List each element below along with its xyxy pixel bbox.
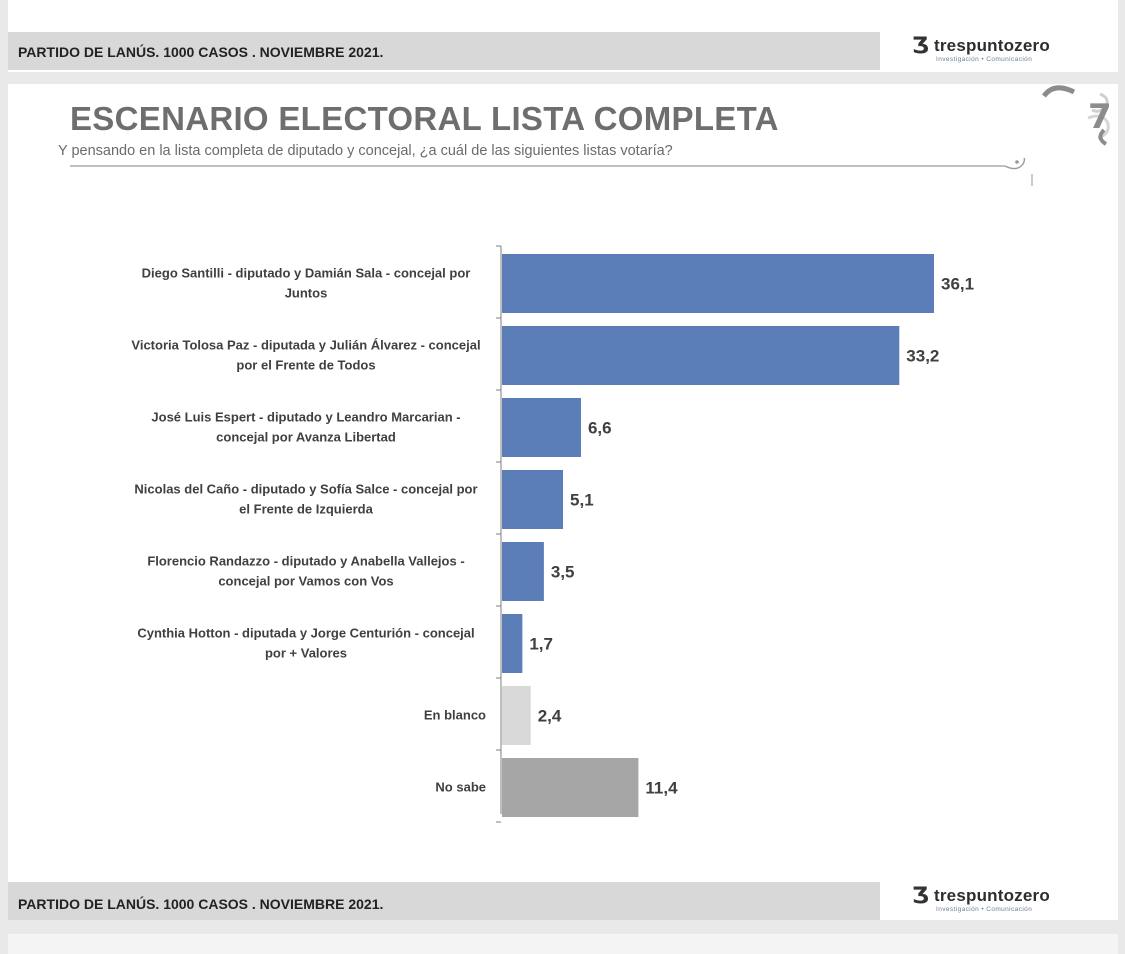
value-label-1: 33,2: [906, 347, 939, 366]
logo-name: trespuntozero: [934, 36, 1050, 55]
slide-subtitle: Y pensando en la lista completa de diput…: [58, 143, 673, 159]
category-label-line: En blanco: [424, 708, 486, 723]
bar-3: [502, 470, 564, 529]
category-label-0: Diego Santilli - diputado y Damián Sala …: [142, 266, 471, 301]
bar-1: [502, 326, 900, 385]
category-label-line: Florencio Randazzo - diputado y Anabella…: [147, 554, 464, 569]
svg-text:7: 7: [1088, 97, 1112, 137]
category-label-7: No sabe: [435, 780, 486, 795]
value-label-0: 36,1: [941, 275, 974, 294]
category-label-3: Nicolas del Caño - diputado y Sofía Salc…: [134, 482, 477, 517]
category-label-line: el Frente de Izquierda: [239, 502, 373, 517]
main-slide: ESCENARIO ELECTORAL LISTA COMPLETA Y pen…: [8, 84, 1118, 920]
value-label-4: 3,5: [551, 563, 575, 582]
category-label-line: José Luis Espert - diputado y Leandro Ma…: [151, 410, 460, 425]
bar-chart: 36,1 Diego Santilli - diputado y Damián S…: [131, 245, 974, 823]
category-label-line: Nicolas del Caño - diputado y Sofía Salc…: [134, 482, 477, 497]
category-label-line: Diego Santilli - diputado y Damián Sala …: [142, 266, 471, 281]
logo-tagline: Investigación • Comunicación: [936, 56, 1033, 63]
bar-4: [502, 542, 544, 601]
title-underline-decoration: [70, 158, 1033, 186]
value-label-3: 5,1: [570, 491, 594, 510]
category-label-line: Cynthia Hotton - diputada y Jorge Centur…: [137, 626, 474, 641]
value-label-2: 6,6: [588, 419, 612, 438]
category-label-line: Victoria Tolosa Paz - diputada y Julián …: [131, 338, 480, 353]
category-label-line: por + Valores: [265, 646, 347, 661]
category-label-6: En blanco: [424, 708, 486, 723]
bar-6: [502, 686, 531, 745]
top-footer-text: PARTIDO DE LANÚS. 1000 CASOS . NOVIEMBRE…: [18, 44, 384, 60]
next-slide: [8, 934, 1118, 954]
category-label-2: José Luis Espert - diputado y Leandro Ma…: [151, 410, 460, 445]
corner-logo-decoration: 7: [1041, 85, 1112, 146]
bar-7: [502, 758, 639, 817]
category-label-4: Florencio Randazzo - diputado y Anabella…: [147, 554, 464, 589]
previous-slide: PARTIDO DE LANÚS. 1000 CASOS . NOVIEMBRE…: [8, 0, 1118, 72]
category-label-line: concejal por Vamos con Vos: [218, 574, 393, 589]
logo-tagline: Investigación • Comunicación: [936, 906, 1033, 913]
logo-3-icon: Ʒ: [912, 34, 929, 59]
category-label-1: Victoria Tolosa Paz - diputada y Julián …: [131, 338, 480, 373]
main-footer-bar: PARTIDO DE LANÚS. 1000 CASOS . NOVIEMBRE…: [8, 882, 880, 920]
category-label-5: Cynthia Hotton - diputada y Jorge Centur…: [137, 626, 474, 661]
slide-title: ESCENARIO ELECTORAL LISTA COMPLETA: [70, 100, 779, 137]
category-label-line: por el Frente de Todos: [236, 358, 375, 373]
top-logo: Ʒ trespuntozero Investigación • Comunica…: [912, 34, 1062, 68]
value-label-5: 1,7: [529, 635, 553, 654]
bar-5: [502, 614, 523, 673]
value-label-6: 2,4: [538, 707, 562, 726]
bar-0: [502, 254, 934, 313]
category-label-line: No sabe: [435, 780, 486, 795]
logo-name: trespuntozero: [934, 886, 1050, 905]
category-label-line: Juntos: [285, 286, 328, 301]
main-logo: Ʒ trespuntozero Investigación • Comunica…: [912, 884, 1062, 918]
category-label-line: concejal por Avanza Libertad: [216, 430, 396, 445]
logo-3-icon: Ʒ: [912, 884, 929, 909]
main-footer-text: PARTIDO DE LANÚS. 1000 CASOS . NOVIEMBRE…: [18, 896, 384, 912]
bar-2: [502, 398, 581, 457]
value-label-7: 11,4: [645, 779, 678, 798]
top-footer-bar: PARTIDO DE LANÚS. 1000 CASOS . NOVIEMBRE…: [8, 32, 880, 70]
